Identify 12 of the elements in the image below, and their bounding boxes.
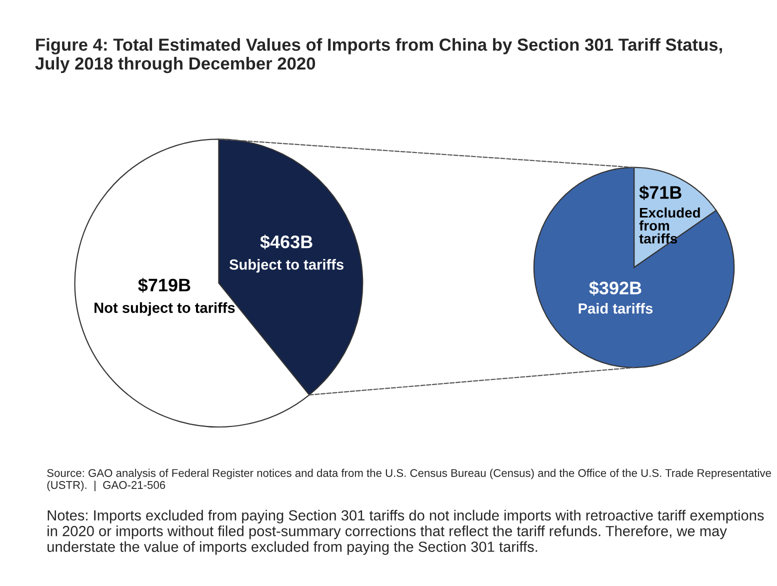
- chart-title: Figure 4: Total Estimated Values of Imports from China by Section 301 Tariff Status, July 2018 through December 2020: [35, 38, 722, 74]
- slice-label: Not subject to tariffs: [94, 302, 235, 316]
- slice-label: Paid tariffs: [578, 302, 653, 314]
- slice-label: Subject to tariffs: [229, 259, 344, 273]
- data-label: $71B: [639, 185, 682, 200]
- text: Notes: Imports excluded from paying Section 301 tariffs do not include imports with retroactive tariff exemptions in 2020 or imports without filed post-summary corrections that reflect the tariff refunds. Therefore, we may understate the value of imports excluded from paying the Section 301 tariffs.: [48, 510, 764, 555]
- data-label: $463B: [260, 234, 312, 250]
- slice-label: Excluded from tariffs: [639, 207, 700, 244]
- data-label: $719B: [138, 278, 190, 293]
- source-note: Source: GAO analysis of Federal Register notices and data from the U.S. Census Bureau (Census) and the Office of the U.S. Trade Representative (USTR). | GAO-21-506: [47, 468, 771, 492]
- pie-slice: [533, 166, 735, 368]
- data-label: $392B: [589, 280, 642, 296]
